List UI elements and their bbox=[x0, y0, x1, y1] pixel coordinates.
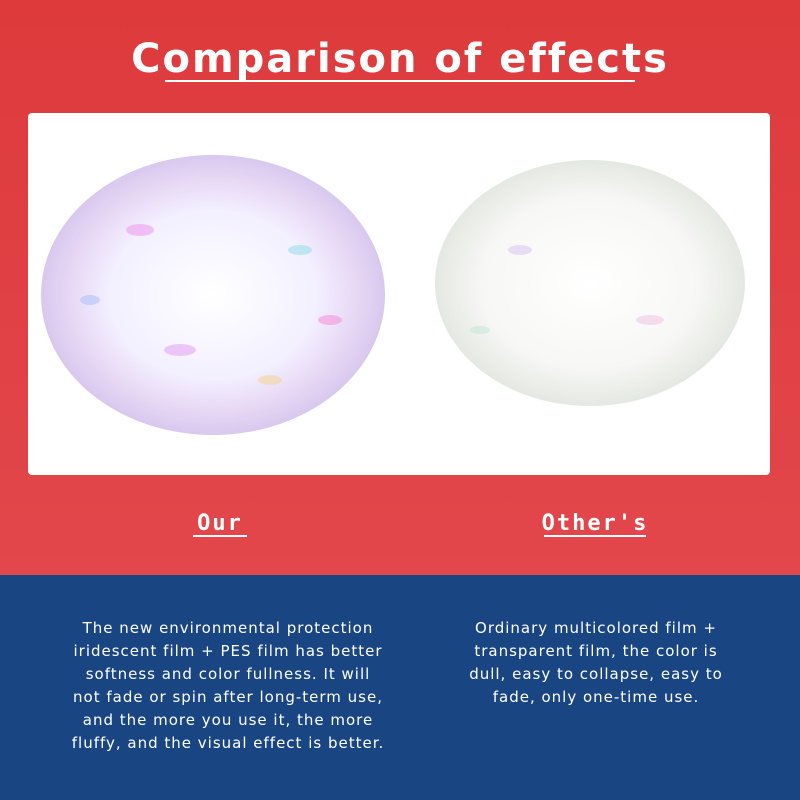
description-line: not fade or spin after long-term use, bbox=[73, 688, 383, 706]
column-label: Other's bbox=[542, 511, 649, 536]
description-line: iridescent film + PES film has better bbox=[73, 642, 382, 660]
bottom-background bbox=[0, 575, 800, 800]
pompom-others bbox=[435, 160, 745, 406]
description-line: and the more you use it, the more bbox=[83, 711, 373, 729]
pompom-ours bbox=[41, 155, 385, 435]
description-line: transparent film, the color is bbox=[474, 642, 717, 660]
description-line: dull, easy to collapse, easy to bbox=[469, 665, 723, 683]
column-label: Our bbox=[197, 511, 243, 536]
description-line: Ordinary multicolored film + bbox=[475, 619, 717, 637]
description-line: fade, only one-time use. bbox=[493, 688, 700, 706]
description-line: softness and color fullness. It will bbox=[86, 665, 371, 683]
description-line: The new environmental protection bbox=[82, 619, 374, 637]
description-line: fluffy, and the visual effect is better. bbox=[72, 734, 385, 752]
title: Comparison of effects bbox=[131, 36, 669, 82]
